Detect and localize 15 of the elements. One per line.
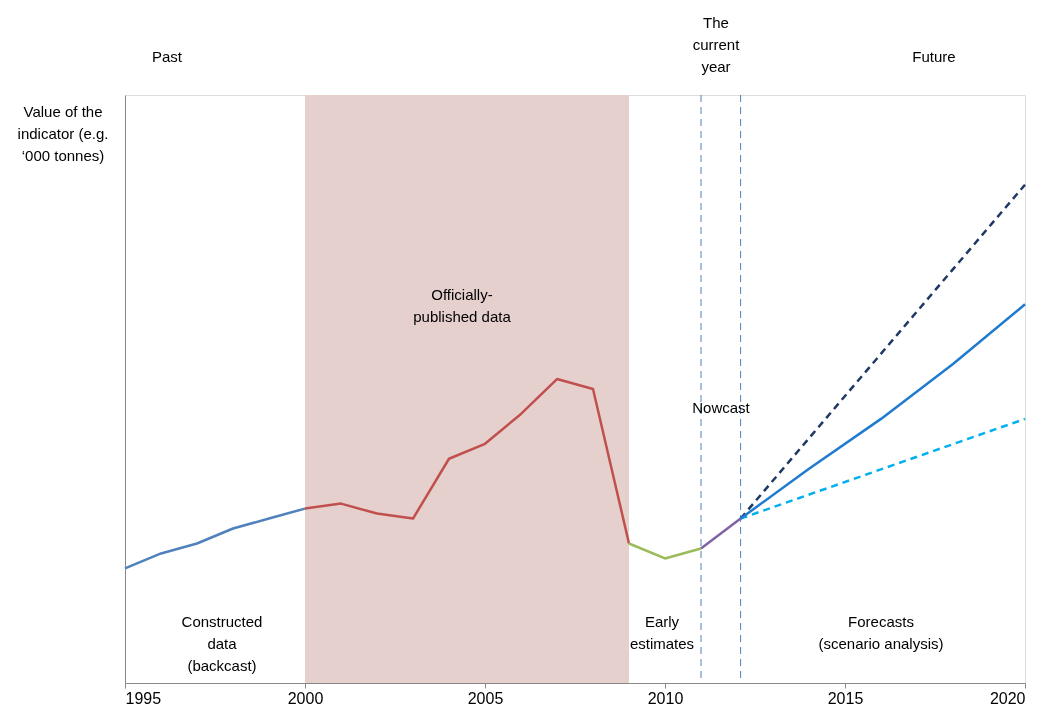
text: Future	[912, 48, 956, 65]
annotation: Nowcast	[692, 399, 751, 416]
x-tick-label: 2015	[827, 689, 864, 707]
x-tick-label: 1995	[125, 689, 162, 707]
x-tick-label: 2010	[647, 689, 684, 707]
text: Past	[152, 48, 183, 65]
x-tick-label: 2000	[287, 689, 324, 707]
x-tick-label: 2020	[989, 689, 1026, 707]
annotation: Officially- published data	[413, 286, 512, 325]
annotation: Constructed data (backcast)	[181, 613, 263, 674]
x-tick-label: 2005	[467, 689, 504, 707]
text: The current year	[692, 14, 741, 75]
annotation: Early estimates	[629, 613, 695, 652]
y-axis-title: Value of the indicator (e.g. ‘000 tonnes)	[17, 103, 109, 164]
annotation: Forecasts (scenario analysis)	[818, 613, 944, 652]
